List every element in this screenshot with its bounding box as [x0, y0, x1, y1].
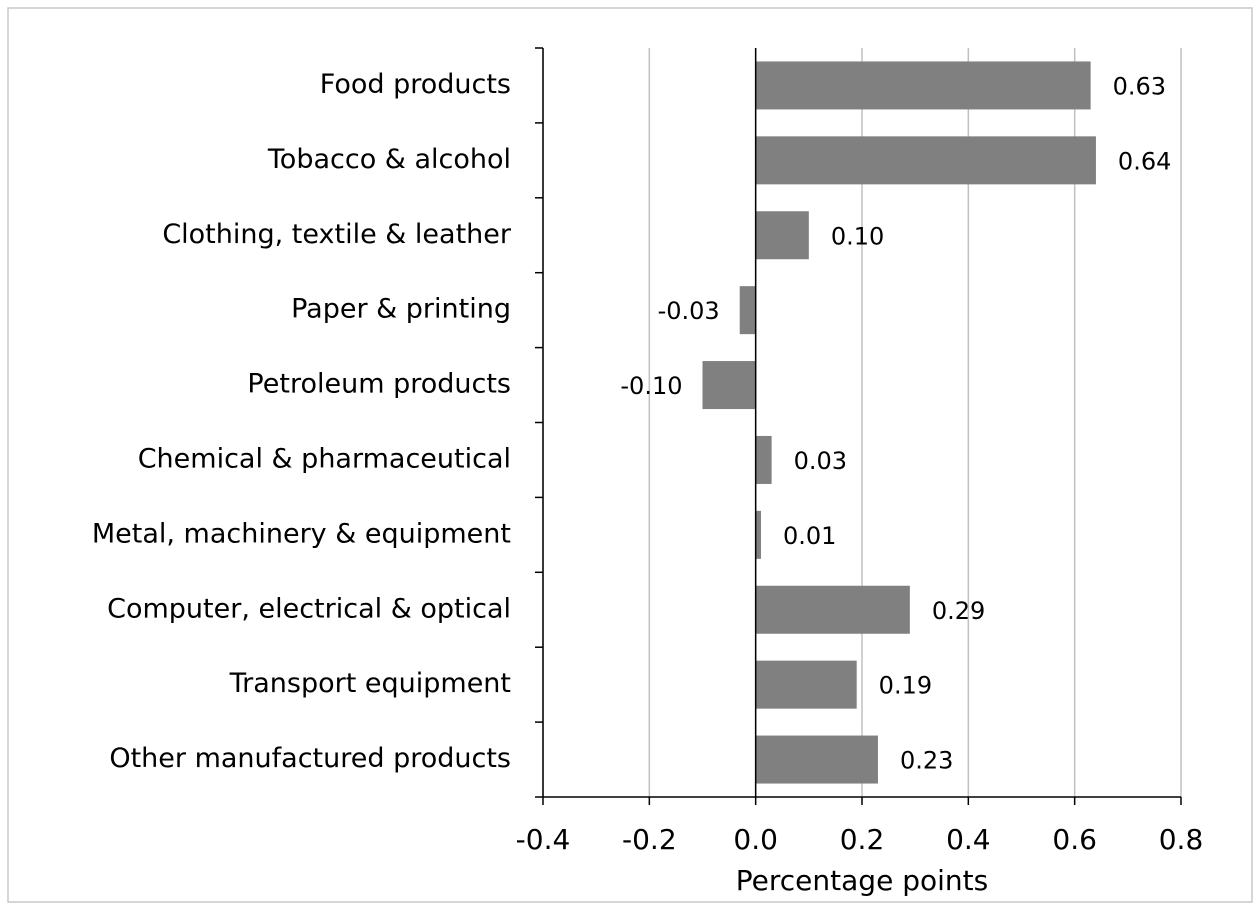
y-tick-label: Computer, electrical & optical — [107, 593, 511, 624]
value-label: -0.10 — [620, 372, 682, 400]
x-axis-title: Percentage points — [736, 864, 988, 897]
y-tick-label: Clothing, textile & leather — [162, 219, 512, 250]
y-tick-label: Tobacco & alcohol — [267, 144, 511, 175]
value-label: -0.03 — [658, 297, 720, 325]
bar — [755, 61, 1091, 110]
y-tick-label: Other manufactured products — [109, 743, 511, 774]
y-tick-label: Transport equipment — [229, 668, 511, 699]
x-tick-label: 0.2 — [840, 823, 885, 856]
bar — [755, 585, 910, 634]
value-label: 0.29 — [932, 597, 985, 625]
bar — [739, 286, 756, 335]
value-label: 0.23 — [900, 747, 953, 775]
x-tick-label: 0.0 — [733, 823, 778, 856]
bar — [702, 361, 756, 410]
x-tick-label: 0.6 — [1052, 823, 1097, 856]
x-tick-label: -0.2 — [622, 823, 677, 856]
value-label: 0.10 — [831, 222, 884, 250]
value-label: 0.19 — [879, 672, 932, 700]
bar — [755, 435, 772, 484]
y-tick-label: Petroleum products — [247, 369, 511, 400]
y-tick-label: Paper & printing — [291, 294, 511, 325]
y-tick-label: Metal, machinery & equipment — [92, 518, 511, 549]
bar — [755, 136, 1096, 185]
value-label: 0.01 — [783, 522, 836, 550]
x-tick-label: 0.8 — [1159, 823, 1204, 856]
bar — [755, 735, 878, 784]
bar — [755, 510, 761, 559]
bar — [755, 211, 809, 260]
y-tick-label: Chemical & pharmaceutical — [138, 443, 511, 474]
value-label: 0.03 — [794, 447, 847, 475]
value-label: 0.64 — [1118, 147, 1171, 175]
value-label: 0.63 — [1113, 72, 1166, 100]
y-tick-label: Food products — [320, 69, 511, 100]
x-tick-label: 0.4 — [946, 823, 991, 856]
bar — [755, 660, 857, 709]
x-tick-label: -0.4 — [516, 823, 571, 856]
